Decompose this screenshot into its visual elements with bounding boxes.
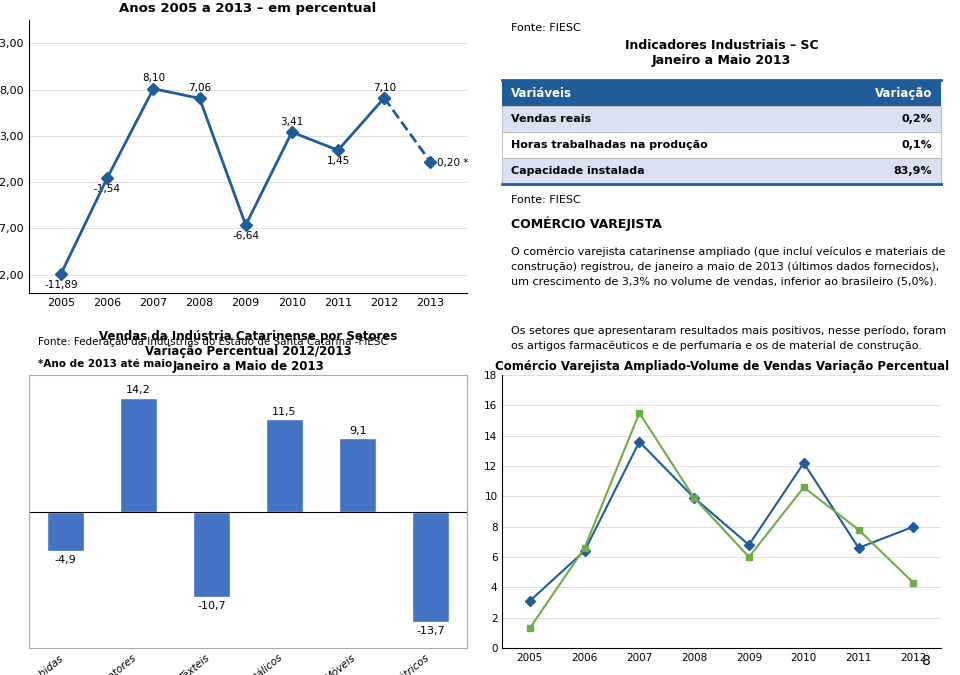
Text: -1,54: -1,54 xyxy=(94,184,121,194)
Title: Vendas da Indústria Catarinense por Setores
Variação Percentual 2012/2013
Janeir: Vendas da Indústria Catarinense por Seto… xyxy=(99,329,397,373)
Bar xyxy=(266,419,302,512)
Text: Os setores que apresentaram resultados mais positivos, nesse período, foram
os a: Os setores que apresentaram resultados m… xyxy=(511,326,947,351)
Text: 7,06: 7,06 xyxy=(188,83,211,93)
Text: 0,2%: 0,2% xyxy=(901,114,932,124)
Bar xyxy=(502,80,941,106)
Text: -4,9: -4,9 xyxy=(55,555,76,565)
Text: 8,10: 8,10 xyxy=(142,74,165,83)
Text: 8: 8 xyxy=(923,654,931,668)
Bar xyxy=(120,398,156,512)
Text: Indicadores Industriais – SC
Janeiro a Maio 2013: Indicadores Industriais – SC Janeiro a M… xyxy=(625,39,818,68)
Bar xyxy=(502,106,941,132)
Text: 0,20 *: 0,20 * xyxy=(437,157,468,167)
Bar xyxy=(47,512,84,551)
Text: 3,41: 3,41 xyxy=(280,117,303,127)
Text: 9,1: 9,1 xyxy=(348,426,367,436)
Text: Horas trabalhadas na produção: Horas trabalhadas na produção xyxy=(511,140,708,150)
Title: Evolução das Vendas da Indústria Catarinense
Anos 2005 a 2013 – em percentual: Evolução das Vendas da Indústria Catarin… xyxy=(75,0,421,15)
Text: -13,7: -13,7 xyxy=(417,626,445,636)
Text: 11,5: 11,5 xyxy=(273,407,297,416)
Text: -10,7: -10,7 xyxy=(197,601,226,612)
Text: O comércio varejista catarinense ampliado (que incluí veículos e materiais de
co: O comércio varejista catarinense ampliad… xyxy=(511,247,946,286)
Text: 14,2: 14,2 xyxy=(126,385,151,395)
Text: Fonte: FIESC: Fonte: FIESC xyxy=(511,23,581,33)
Text: Variação: Variação xyxy=(875,87,932,100)
Bar xyxy=(502,158,941,184)
Text: 83,9%: 83,9% xyxy=(894,166,932,176)
Text: -11,89: -11,89 xyxy=(44,279,78,290)
Text: 0,1%: 0,1% xyxy=(901,140,932,150)
Text: *Ano de 2013 até maio: *Ano de 2013 até maio xyxy=(37,358,172,369)
Bar xyxy=(340,439,376,512)
Text: Vendas reais: Vendas reais xyxy=(511,114,591,124)
Title: Comércio Varejista Ampliado-Volume de Vendas Variação Percentual: Comércio Varejista Ampliado-Volume de Ve… xyxy=(494,360,948,373)
Text: 1,45: 1,45 xyxy=(326,156,349,166)
Bar xyxy=(413,512,449,622)
Text: Fonte: FIESC: Fonte: FIESC xyxy=(511,195,581,205)
Text: Variáveis: Variáveis xyxy=(511,87,572,100)
Text: Fonte: Federação da Indústrias do Estado de Santa Catarina -FIESC: Fonte: Federação da Indústrias do Estado… xyxy=(37,337,388,348)
Bar xyxy=(502,132,941,158)
Text: COMÉRCIO VAREJISTA: COMÉRCIO VAREJISTA xyxy=(511,217,661,232)
Text: 7,10: 7,10 xyxy=(372,82,396,92)
Text: -6,64: -6,64 xyxy=(232,231,259,241)
Text: Capacidade instalada: Capacidade instalada xyxy=(511,166,645,176)
Bar xyxy=(193,512,229,597)
